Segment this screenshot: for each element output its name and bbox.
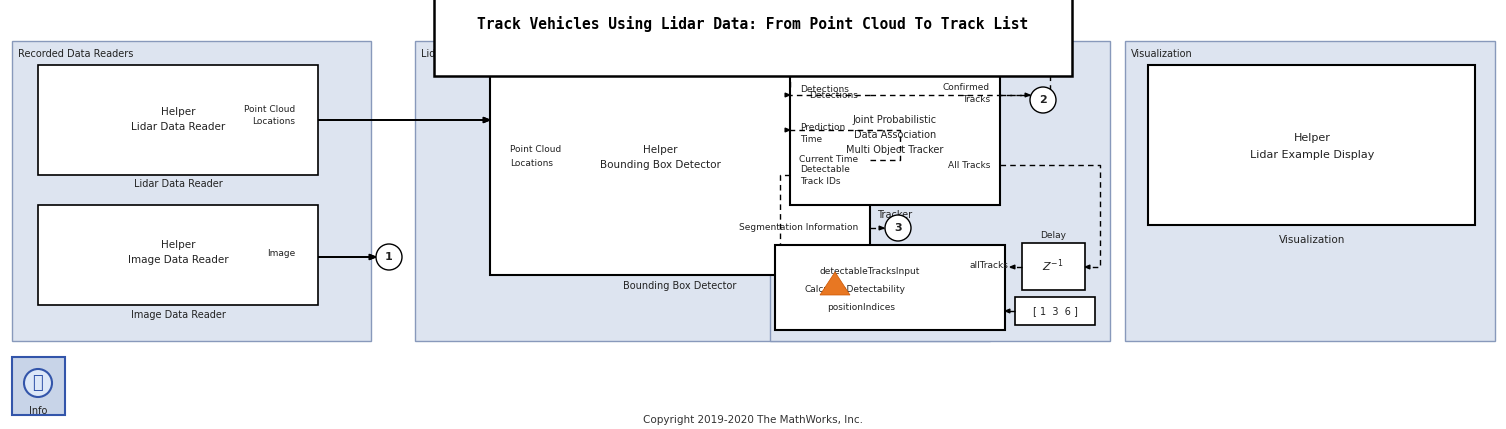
Text: Locations: Locations [511, 158, 553, 167]
Text: Prediction: Prediction [800, 123, 845, 132]
Circle shape [376, 244, 402, 270]
Bar [776, 245, 1005, 330]
Text: Delay: Delay [1041, 230, 1066, 239]
Text: Lidar Data Reader: Lidar Data Reader [131, 122, 224, 132]
Bar [12, 357, 65, 415]
Text: Lidar Segmentation and Clustering: Lidar Segmentation and Clustering [422, 49, 592, 59]
Text: Tracking Algorithm: Tracking Algorithm [776, 49, 867, 59]
Text: Locations: Locations [252, 118, 295, 127]
Text: CalculateDetectability: CalculateDetectability [804, 286, 905, 294]
Text: Image Data Reader: Image Data Reader [131, 310, 226, 320]
Text: Helper: Helper [161, 240, 196, 250]
Text: Track IDs: Track IDs [800, 178, 840, 187]
Text: Helper: Helper [1294, 133, 1330, 143]
Text: Point Cloud: Point Cloud [511, 145, 562, 154]
Text: Copyright 2019-2020 The MathWorks, Inc.: Copyright 2019-2020 The MathWorks, Inc. [643, 415, 863, 425]
Text: detectableTracksInput: detectableTracksInput [819, 268, 920, 277]
Bar [770, 41, 1110, 341]
Polygon shape [483, 117, 489, 123]
Polygon shape [1026, 93, 1030, 97]
Text: positionIndices: positionIndices [827, 303, 895, 312]
Polygon shape [1011, 265, 1015, 269]
Bar [489, 65, 870, 275]
Text: $Z^{-1}$: $Z^{-1}$ [1042, 258, 1063, 274]
Circle shape [1030, 87, 1056, 113]
Text: Tracker: Tracker [878, 210, 913, 220]
Text: Data Association: Data Association [854, 130, 937, 140]
Text: Detectable: Detectable [800, 166, 849, 175]
Bar [38, 205, 318, 305]
Bar [12, 41, 370, 341]
Text: Point Cloud: Point Cloud [244, 106, 295, 115]
Text: Segmentation Information: Segmentation Information [739, 224, 858, 233]
Text: Tracks: Tracks [962, 96, 989, 105]
Polygon shape [785, 128, 791, 132]
Polygon shape [1084, 265, 1090, 269]
Polygon shape [785, 93, 791, 97]
Text: Visualization: Visualization [1279, 235, 1345, 245]
Text: Image Data Reader: Image Data Reader [128, 255, 229, 265]
Text: Visualization: Visualization [1131, 49, 1193, 59]
Bar [1015, 297, 1095, 325]
Text: Track Vehicles Using Lidar Data: From Point Cloud To Track List: Track Vehicles Using Lidar Data: From Po… [477, 16, 1029, 32]
Circle shape [24, 369, 53, 397]
Text: Lidar Data Reader: Lidar Data Reader [134, 179, 223, 189]
Text: Current Time: Current Time [798, 155, 858, 164]
Text: 3: 3 [895, 223, 902, 233]
Text: Joint Probabilistic: Joint Probabilistic [852, 115, 937, 125]
Text: Lidar Example Display: Lidar Example Display [1250, 150, 1373, 160]
Bar [38, 65, 318, 175]
Text: Bounding Box Detector: Bounding Box Detector [599, 160, 720, 170]
Text: Info: Info [29, 406, 47, 416]
Polygon shape [819, 272, 849, 295]
Text: Detections: Detections [800, 85, 849, 94]
Polygon shape [1005, 309, 1011, 313]
Text: 2: 2 [1039, 95, 1047, 105]
Bar [416, 41, 989, 341]
Text: Confirmed: Confirmed [943, 84, 989, 93]
Text: ⓘ: ⓘ [33, 374, 44, 392]
Bar [791, 62, 1000, 205]
Polygon shape [370, 254, 376, 260]
Polygon shape [483, 118, 489, 122]
Text: [ 1  3  6 ]: [ 1 3 6 ] [1033, 306, 1077, 316]
Polygon shape [880, 226, 884, 230]
Text: Detections: Detections [809, 91, 858, 100]
Polygon shape [369, 254, 376, 260]
Circle shape [886, 215, 911, 241]
Text: allTracks: allTracks [970, 260, 1008, 269]
Text: Helper: Helper [161, 107, 196, 117]
Text: Multi Object Tracker: Multi Object Tracker [846, 145, 944, 155]
Bar [1148, 65, 1474, 225]
Bar [1023, 243, 1084, 290]
Text: Time: Time [800, 136, 822, 145]
Text: 1: 1 [386, 252, 393, 262]
Text: Recorded Data Readers: Recorded Data Readers [18, 49, 134, 59]
Text: Bounding Box Detector: Bounding Box Detector [623, 281, 736, 291]
Text: Helper: Helper [643, 145, 678, 155]
Text: All Tracks: All Tracks [947, 160, 989, 169]
Bar [1125, 41, 1495, 341]
Text: Image: Image [267, 248, 295, 257]
